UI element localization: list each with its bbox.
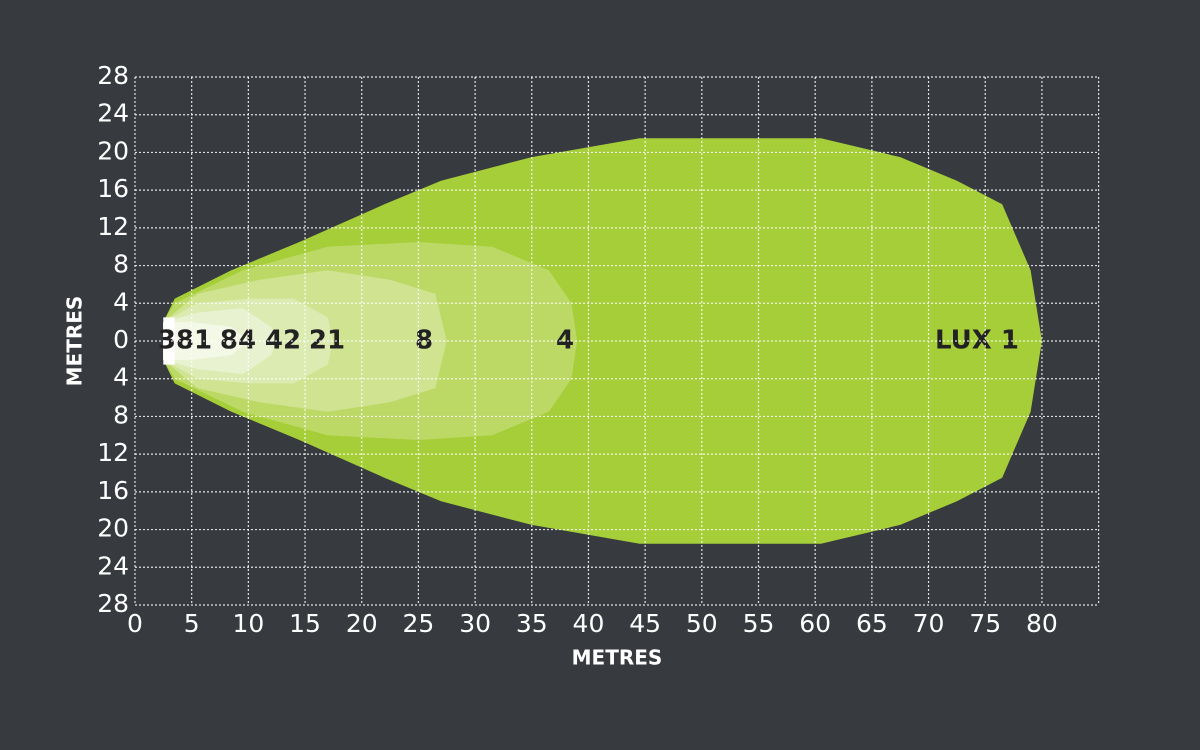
x-tick-label: 20	[346, 609, 378, 638]
y-tick-label: 20	[97, 136, 129, 165]
x-tick-label: 45	[629, 609, 661, 638]
isolux-area	[163, 138, 1042, 544]
x-tick-label: 5	[184, 609, 200, 638]
x-tick-label: 55	[743, 609, 775, 638]
y-tick-label: 12	[97, 212, 129, 241]
y-tick-label: 16	[97, 174, 129, 203]
x-tick-label: 40	[573, 609, 605, 638]
x-tick-label: 60	[799, 609, 831, 638]
y-tick-label: 0	[113, 325, 129, 354]
y-tick-label: 8	[113, 400, 129, 429]
x-tick-label: 25	[403, 609, 435, 638]
y-axis-title: METRES	[63, 296, 87, 387]
isolux-area	[163, 322, 249, 360]
y-tick-label: 20	[97, 514, 129, 543]
x-tick-label: 30	[459, 609, 491, 638]
x-tick-label: 80	[1026, 609, 1058, 638]
y-tick-label: 28	[97, 61, 129, 90]
x-tick-label: 0	[127, 609, 143, 638]
x-tick-label: 10	[232, 609, 264, 638]
x-axis-title: METRES	[572, 646, 663, 670]
x-tick-label: 50	[686, 609, 718, 638]
y-tick-label: 28	[97, 589, 129, 618]
isolux-label: 84	[220, 326, 256, 356]
y-tick-label: 24	[97, 551, 129, 580]
y-tick-label: 16	[97, 476, 129, 505]
x-tick-label: 70	[913, 609, 945, 638]
x-tick-label: 35	[516, 609, 548, 638]
x-tick-label: 15	[289, 609, 321, 638]
y-tick-label: 8	[113, 250, 129, 279]
y-tick-label: 24	[97, 99, 129, 128]
x-tick-label: 65	[856, 609, 888, 638]
y-tick-label: 4	[113, 287, 129, 316]
y-tick-label: 4	[113, 363, 129, 392]
x-tick-label: 75	[969, 609, 1001, 638]
y-tick-label: 12	[97, 438, 129, 467]
